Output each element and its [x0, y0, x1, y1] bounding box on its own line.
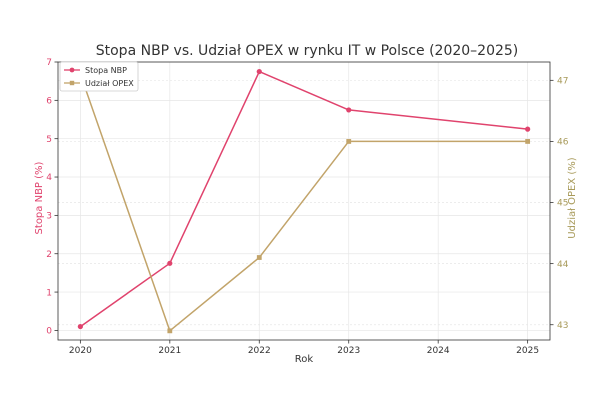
data-point-udzia-opex — [167, 328, 173, 334]
left-y-tick-label: 6 — [46, 97, 52, 107]
x-tick-label: 2020 — [69, 346, 92, 356]
left-y-tick-label: 0 — [46, 327, 52, 337]
legend-label-udzial-opex: Udział OPEX — [85, 79, 134, 88]
left-y-tick-label: 1 — [46, 288, 52, 298]
x-tick-label: 2021 — [158, 346, 181, 356]
legend-marker-stopa-nbp — [69, 67, 75, 73]
data-point-udzia-opex — [346, 139, 352, 144]
left-y-axis-label: Stopa NBP (%) — [34, 161, 45, 234]
data-point-stopa-nbp — [256, 68, 262, 75]
data-point-udzia-opex — [525, 139, 531, 144]
legend-marker-udzial-opex — [69, 80, 75, 86]
right-y-tick-label: 44 — [557, 260, 569, 270]
left-y-tick-label: 3 — [46, 212, 52, 222]
chart-title: Stopa NBP vs. Udział OPEX w rynku IT w P… — [96, 43, 519, 59]
right-y-axis-label: Udział OPEX (%) — [567, 157, 578, 238]
left-y-tick-label: 5 — [46, 135, 52, 145]
left-y-tick-label: 4 — [46, 173, 52, 183]
x-tick-label: 2022 — [248, 346, 271, 356]
plot-frame — [57, 61, 551, 341]
x-axis-label: Rok — [295, 354, 314, 365]
x-tick-label: 2023 — [337, 346, 360, 356]
legend-label-stopa-nbp: Stopa NBP — [85, 66, 127, 75]
right-y-tick-label: 46 — [557, 138, 569, 148]
left-y-axis: 0 1 2 3 4 5 6 7 — [46, 58, 58, 337]
x-axis: 2020 2021 2022 2023 2024 2025 — [69, 340, 539, 356]
data-point-stopa-nbp — [525, 126, 531, 132]
right-y-tick-label: 47 — [557, 77, 568, 87]
x-tick-label: 2025 — [516, 346, 539, 356]
right-y-axis: 43 44 45 46 47 — [550, 77, 569, 331]
grid — [58, 61, 550, 340]
left-y-tick-label: 7 — [46, 58, 52, 68]
legend: Stopa NBP Udział OPEX — [59, 61, 139, 92]
data-point-stopa-nbp — [346, 107, 352, 113]
right-y-tick-label: 45 — [557, 199, 568, 209]
legend-box — [59, 61, 139, 92]
left-y-tick-label: 2 — [46, 250, 52, 260]
data-point-udzia-opex — [256, 255, 262, 260]
right-y-tick-label: 43 — [557, 321, 568, 331]
data-point-stopa-nbp — [77, 323, 83, 330]
data-point-stopa-nbp — [167, 260, 173, 266]
x-tick-label: 2024 — [427, 346, 450, 356]
